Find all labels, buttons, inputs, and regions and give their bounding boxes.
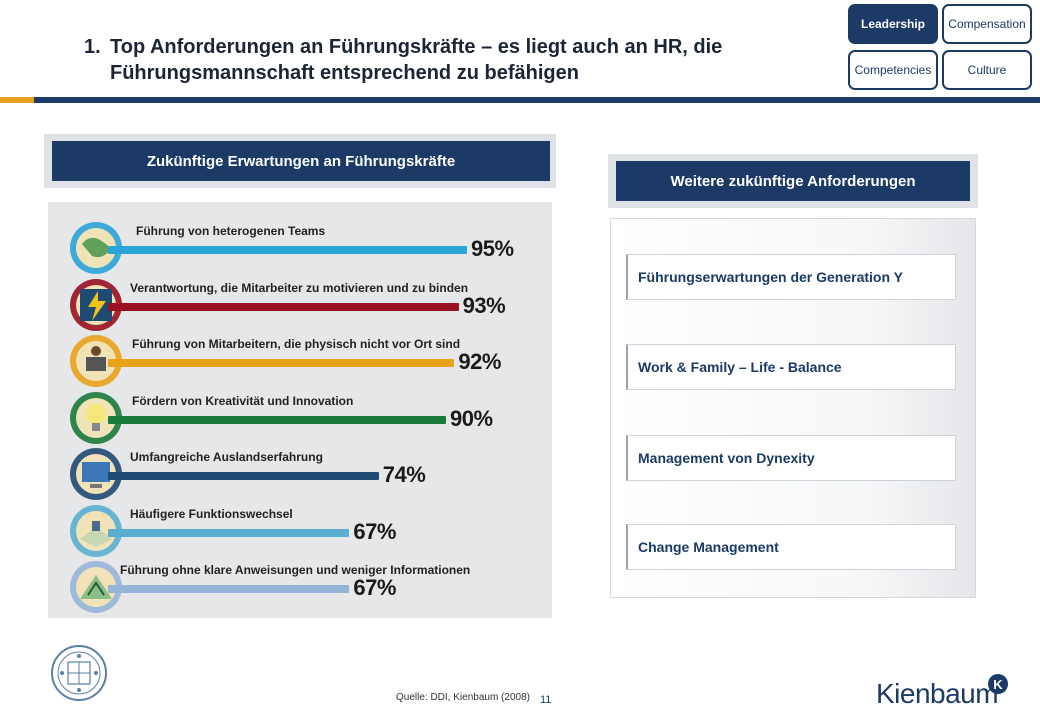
chart-value-label: 74% — [382, 462, 426, 487]
chart-bar — [108, 302, 459, 311]
tab-compensation[interactable]: Compensation — [942, 4, 1032, 44]
chart-value-label: 93% — [462, 292, 506, 318]
chart-value-label: 95% — [471, 236, 514, 261]
lightning-icon — [70, 278, 122, 331]
requirement-item-2: Work & Family – Life - Balance — [626, 344, 956, 390]
globe-icon — [70, 222, 122, 274]
chart-category-label: Führung ohne klare Anweisungen und wenig… — [120, 563, 471, 577]
source-note: Quelle: DDI, Kienbaum (2008) — [396, 692, 530, 703]
title-line-2: Führungsmannschaft entsprechend zu befäh… — [110, 62, 579, 84]
chart-value-label: 92% — [458, 349, 501, 374]
chart-row: Führung von heterogenen Teams 95% — [48, 216, 552, 274]
expectations-chart: Führung von heterogenen Teams 95% Verantwo… — [48, 202, 552, 618]
title-number: 1. — [84, 36, 101, 58]
right-section-header: Weitere zukünftige Anforderungen — [616, 161, 970, 201]
requirement-item-3: Management von Dynexity — [626, 435, 956, 481]
chart-category-label: Umfangreiche Auslandserfahrung — [130, 450, 323, 464]
header-rule-accent — [0, 97, 34, 103]
chart-category-label: Verantwortung, die Mitarbeiter zu motivi… — [130, 280, 469, 295]
kienbaum-logo: Kienbaum — [876, 678, 999, 709]
chart-category-label: Häufigere Funktionswechsel — [130, 506, 293, 521]
chart-bar — [108, 359, 455, 367]
chart-bar — [108, 246, 467, 254]
chart-value-label: 90% — [450, 405, 493, 431]
header-rule — [34, 97, 1040, 103]
chart-category-label: Führung von heterogenen Teams — [136, 224, 326, 238]
chart-bar — [108, 415, 446, 424]
tab-competencies[interactable]: Competencies — [848, 50, 938, 90]
chart-row: Fördern von Kreativität und Innovation 90… — [48, 386, 552, 444]
chart-value-label: 67% — [353, 575, 396, 600]
chart-bar — [108, 528, 350, 537]
chart-row: Führung ohne klare Anweisungen und wenig… — [48, 555, 552, 613]
chart-bar — [108, 585, 350, 593]
tab-leadership[interactable]: Leadership — [848, 4, 938, 44]
page-number: 11 — [540, 694, 552, 706]
university-seal-icon — [51, 645, 107, 701]
kienbaum-logo-mark: K — [988, 674, 1008, 694]
title-line-1: Top Anforderungen an Führungskräfte – es… — [110, 36, 723, 58]
left-section-header: Zukünftige Erwartungen an Führungskräfte — [52, 141, 550, 181]
desk-switch-icon — [70, 504, 122, 557]
chart-row: Verantwortung, die Mitarbeiter zu motivi… — [48, 273, 552, 331]
computer-map-icon — [70, 448, 122, 500]
maze-icon — [70, 561, 122, 613]
requirement-item-1: Führungserwartungen der Generation Y — [626, 254, 956, 300]
lightbulb-icon — [70, 391, 122, 444]
chart-row: Häufigere Funktionswechsel 67% — [48, 499, 552, 557]
chart-value-label: 67% — [353, 518, 396, 544]
chart-category-label: Fördern von Kreativität und Innovation — [132, 393, 354, 408]
tab-culture[interactable]: Culture — [942, 50, 1032, 90]
chart-row: Führung von Mitarbeitern, die physisch n… — [48, 329, 552, 387]
requirement-item-4: Change Management — [626, 524, 956, 570]
chart-row: Umfangreiche Auslandserfahrung 74% — [48, 442, 552, 500]
remote-worker-icon — [70, 335, 122, 387]
page-title: 1. Top Anforderungen an Führungskräfte –… — [84, 34, 824, 86]
chart-category-label: Führung von Mitarbeitern, die physisch n… — [132, 337, 461, 351]
chart-bar — [108, 472, 379, 480]
